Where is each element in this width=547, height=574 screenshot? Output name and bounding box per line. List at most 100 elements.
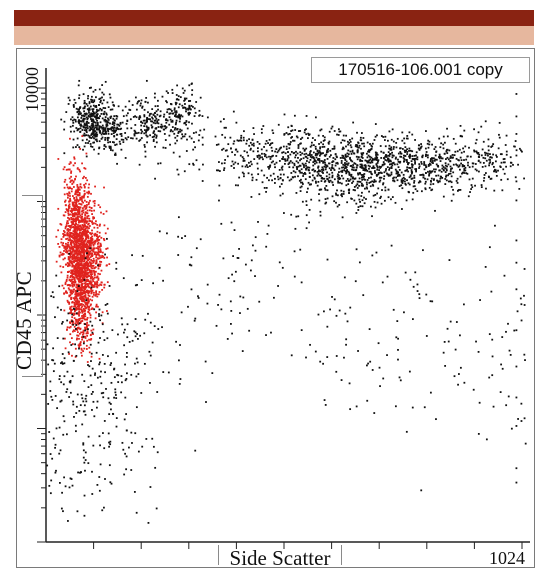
event-point: [524, 359, 526, 362]
event-point: [218, 184, 221, 187]
event-point: [98, 125, 101, 128]
event-point: [92, 264, 95, 267]
event-point: [71, 250, 74, 253]
event-point: [191, 122, 193, 125]
event-point: [84, 264, 86, 267]
event-point: [498, 133, 500, 136]
event-point: [76, 209, 79, 211]
event-point: [499, 153, 502, 156]
event-point: [272, 132, 275, 134]
event-point: [92, 90, 95, 93]
event-point: [74, 204, 76, 207]
event-point: [46, 343, 49, 346]
event-point: [146, 141, 148, 144]
event-point: [96, 226, 99, 229]
event-point: [63, 128, 66, 131]
event-point: [514, 140, 517, 142]
event-point: [94, 281, 96, 284]
event-point: [443, 152, 446, 155]
event-point: [375, 154, 377, 156]
event-point: [327, 150, 329, 153]
event-point: [80, 117, 83, 119]
event-point: [489, 153, 491, 155]
event-point: [72, 223, 75, 226]
event-point: [319, 152, 322, 155]
event-point: [113, 115, 116, 118]
event-point: [161, 326, 163, 329]
event-point: [53, 362, 56, 365]
event-point: [341, 148, 344, 151]
event-point: [465, 158, 468, 161]
event-point: [314, 145, 317, 148]
event-point: [387, 173, 390, 176]
event-point: [249, 165, 251, 167]
event-point: [82, 219, 85, 221]
event-point: [475, 150, 478, 153]
event-point: [505, 150, 508, 153]
event-point: [134, 132, 137, 135]
event-point: [154, 105, 157, 108]
event-point: [380, 150, 383, 153]
event-point: [100, 392, 103, 395]
event-point: [282, 145, 285, 148]
event-point: [90, 308, 93, 311]
event-point: [82, 117, 85, 120]
axes: [37, 68, 530, 549]
event-point: [265, 245, 268, 248]
event-point: [101, 136, 104, 139]
event-point: [66, 276, 69, 279]
event-point: [297, 144, 300, 146]
event-point: [83, 184, 85, 186]
event-point: [99, 361, 101, 364]
event-point: [177, 106, 180, 109]
event-point: [96, 230, 99, 233]
event-point: [86, 240, 89, 243]
event-point: [457, 383, 459, 386]
event-point: [344, 312, 347, 315]
event-point: [91, 223, 94, 225]
event-point: [397, 173, 400, 176]
event-point: [426, 154, 429, 157]
event-point: [393, 163, 396, 166]
event-point: [80, 336, 83, 339]
event-point: [76, 302, 79, 305]
event-point: [108, 464, 111, 467]
event-point: [85, 237, 88, 240]
event-point: [82, 258, 85, 260]
event-point: [92, 104, 95, 107]
event-point: [518, 188, 521, 190]
event-point: [66, 274, 69, 277]
event-point: [471, 186, 474, 189]
event-point: [317, 170, 320, 173]
event-point: [183, 89, 186, 92]
event-point: [88, 183, 91, 186]
event-point: [104, 145, 107, 148]
event-point: [300, 329, 303, 332]
event-point: [369, 149, 371, 152]
event-point: [310, 141, 313, 144]
event-point: [345, 145, 347, 148]
event-point: [138, 163, 141, 166]
event-point: [97, 267, 100, 270]
event-point: [102, 238, 105, 240]
event-point: [86, 226, 89, 229]
event-point: [171, 130, 174, 133]
event-point: [501, 367, 504, 370]
event-point: [128, 446, 130, 449]
event-point: [282, 158, 284, 161]
event-point: [109, 364, 112, 366]
event-point: [390, 198, 392, 201]
event-point: [69, 239, 71, 242]
event-point: [291, 136, 293, 138]
event-point: [88, 282, 91, 285]
event-point: [140, 128, 142, 131]
event-point: [83, 259, 86, 262]
event-point: [356, 145, 359, 148]
event-point: [71, 195, 74, 197]
event-point: [151, 341, 154, 344]
event-point: [344, 153, 347, 156]
event-point: [93, 233, 96, 236]
event-point: [102, 391, 105, 394]
event-point: [78, 322, 81, 325]
event-point: [299, 159, 301, 162]
